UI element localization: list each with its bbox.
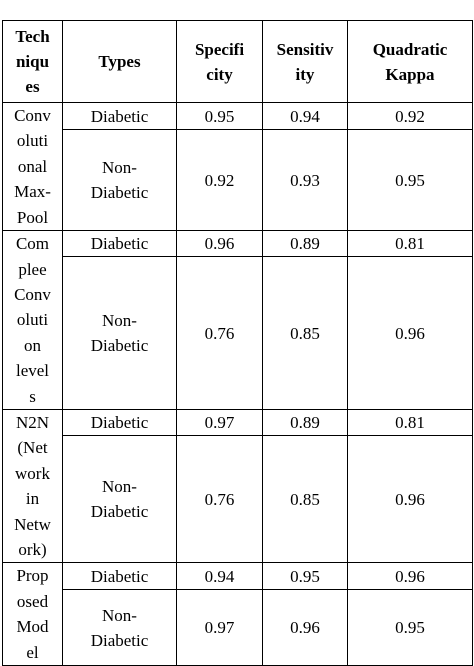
header-types: Types [62,20,177,103]
type-cell: Diabetic [62,230,177,258]
header-row: Tech niqu es Types Specifi city Sensitiv… [2,20,473,103]
table-row: Non- Diabetic 0.76 0.85 0.96 [3,256,473,411]
kappa-cell: 0.92 [347,102,473,130]
sensitivity-cell: 0.89 [262,409,348,437]
technique-cell: Com plee Conv oluti on level s [2,230,63,411]
kappa-cell: 0.96 [347,256,473,411]
kappa-cell: 0.96 [347,435,473,564]
specificity-cell: 0.95 [176,102,263,130]
header-quadratic-kappa: Quadratic Kappa [347,20,473,103]
results-table: Tech niqu es Types Specifi city Sensitiv… [2,20,473,666]
table-row: N2N (Net work in Netw ork) Diabetic 0.97… [2,409,473,564]
specificity-cell: 0.76 [176,256,263,411]
specificity-cell: 0.94 [176,562,263,591]
sensitivity-cell: 0.85 [262,256,348,411]
specificity-cell: 0.97 [176,409,263,437]
type-cell: Diabetic [62,102,177,130]
sensitivity-cell: 0.95 [262,562,348,591]
kappa-cell: 0.96 [347,562,473,591]
type-cell: Non- Diabetic [62,435,177,564]
sensitivity-cell: 0.96 [262,589,348,666]
table-row: Non- Diabetic 0.76 0.85 0.96 [3,435,473,564]
header-specificity: Specifi city [176,20,263,103]
specificity-cell: 0.76 [176,435,263,564]
technique-cell: Conv oluti onal Max- Pool [2,101,63,232]
header-techniques: Tech niqu es [2,20,63,103]
table-row: Non- Diabetic 0.92 0.93 0.95 [3,128,473,232]
sensitivity-cell: 0.89 [262,230,348,258]
type-cell: Non- Diabetic [62,589,177,666]
technique-cell: N2N (Net work in Netw ork) [2,409,63,564]
specificity-cell: 0.97 [176,589,263,666]
specificity-cell: 0.96 [176,230,263,258]
header-sensitivity: Sensitiv ity [262,20,348,103]
kappa-cell: 0.95 [347,589,473,666]
type-cell: Non- Diabetic [62,256,177,411]
type-cell: Diabetic [62,409,177,437]
table-row: Conv oluti onal Max- Pool Diabetic 0.95 … [2,101,473,232]
kappa-cell: 0.81 [347,409,473,437]
technique-cell: Prop osed Mod el [2,562,63,666]
sensitivity-cell: 0.85 [262,435,348,564]
type-cell: Diabetic [62,562,177,591]
specificity-cell: 0.92 [176,128,263,232]
table-row: Prop osed Mod el Diabetic 0.94 0.95 0.96 [2,562,473,666]
type-cell: Non- Diabetic [62,128,177,232]
kappa-cell: 0.81 [347,230,473,258]
sensitivity-cell: 0.94 [262,102,348,130]
kappa-cell: 0.95 [347,128,473,232]
table-row: Non- Diabetic 0.97 0.96 0.95 [3,589,473,666]
table-row: Com plee Conv oluti on level s Diabetic … [2,230,473,411]
sensitivity-cell: 0.93 [262,128,348,232]
